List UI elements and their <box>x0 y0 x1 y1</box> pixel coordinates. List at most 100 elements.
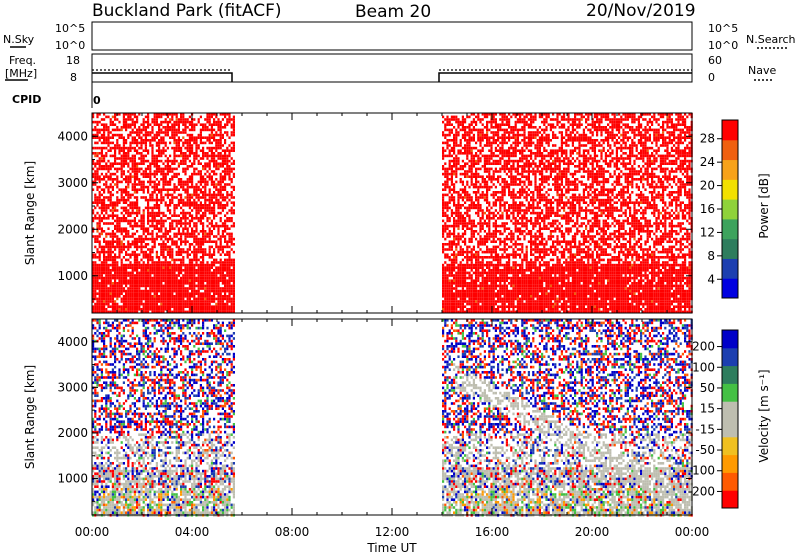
scatter-cell <box>186 274 189 277</box>
scatter-cell <box>169 141 172 145</box>
scatter-cell <box>486 279 489 282</box>
scatter-cell <box>171 243 174 246</box>
scatter-cell <box>206 170 209 173</box>
scatter-cell <box>217 250 220 254</box>
scatter-cell <box>450 258 453 262</box>
scatter-cell <box>442 152 445 155</box>
scatter-cell <box>140 162 143 165</box>
scatter-cell <box>111 178 114 181</box>
scatter-cell <box>501 256 504 259</box>
scatter-cell <box>221 305 224 308</box>
scatter-cell <box>188 248 191 251</box>
scatter-cell <box>173 128 176 132</box>
scatter-cell <box>186 263 189 267</box>
scatter-cell <box>204 180 207 184</box>
scatter-cell <box>486 185 489 189</box>
scatter-cell <box>122 276 125 280</box>
scatter-cell <box>224 237 227 241</box>
scatter-cell <box>118 274 121 277</box>
scatter-cell <box>193 193 196 197</box>
scatter-cell <box>453 191 456 194</box>
scatter-cell <box>182 128 185 132</box>
scatter-cell <box>230 258 233 262</box>
scatter-cell <box>197 188 200 191</box>
scatter-cell <box>488 154 491 158</box>
scatter-cell <box>217 300 220 303</box>
scatter-cell <box>202 235 205 238</box>
scatter-cell <box>459 152 462 155</box>
scatter-cell <box>103 146 106 150</box>
scatter-cell <box>477 204 480 207</box>
scatter-cell <box>151 159 154 163</box>
scatter-cell <box>164 237 167 241</box>
scatter-cell <box>169 211 172 215</box>
scatter-cell <box>213 204 216 207</box>
scatter-cell <box>450 287 453 290</box>
scatter-cell <box>147 253 150 256</box>
scatter-cell <box>136 152 139 155</box>
scatter-cell <box>446 292 449 295</box>
scatter-cell <box>144 144 147 147</box>
scatter-cell <box>162 269 165 272</box>
scatter-cell <box>158 113 161 116</box>
scatter-cell <box>169 183 172 186</box>
scatter-cell <box>486 170 489 173</box>
nsky-panel: N.Sky 10^5 10^0 10^5 10^0 N.Search <box>3 21 796 52</box>
scatter-cell <box>494 219 497 223</box>
scatter-cell <box>182 232 185 236</box>
scatter-cell <box>459 235 462 238</box>
scatter-cell <box>446 243 449 246</box>
scatter-cell <box>195 146 198 150</box>
scatter-cell <box>191 284 194 288</box>
scatter-cell <box>464 230 467 233</box>
scatter-cell <box>96 162 99 165</box>
scatter-cell <box>475 274 478 277</box>
scatter-cell <box>206 162 209 165</box>
scatter-cell <box>228 178 231 181</box>
scatter-cell <box>151 297 154 301</box>
scatter-cell <box>442 165 445 168</box>
scatter-cell <box>228 167 231 171</box>
scatter-cell <box>490 120 493 124</box>
scatter-cell <box>226 269 229 272</box>
scatter-cell <box>206 279 209 282</box>
scatter-cell <box>116 219 119 223</box>
scatter-cell <box>166 204 169 207</box>
scatter-cell <box>193 284 196 288</box>
scatter-cell <box>140 282 143 285</box>
scatter-cell <box>464 128 467 132</box>
scatter-cell <box>461 196 464 199</box>
scatter-cell <box>450 232 453 236</box>
scatter-cell <box>98 235 101 238</box>
scatter-cell <box>221 178 224 181</box>
scatter-cell <box>173 167 176 171</box>
scatter-cell <box>96 115 99 119</box>
scatter-cell <box>197 196 200 199</box>
scatter-cell <box>457 222 460 225</box>
scatter-cell <box>96 297 99 301</box>
scatter-cell <box>450 271 453 275</box>
scatter-cell <box>180 162 183 165</box>
scatter-cell <box>122 149 125 152</box>
scatter-cell <box>160 136 163 139</box>
scatter-cell <box>129 279 132 282</box>
scatter-cell <box>100 292 103 295</box>
scatter-cell <box>131 201 134 204</box>
scatter-cell <box>188 175 191 178</box>
scatter-cell <box>164 230 167 233</box>
scatter-cell <box>486 237 489 241</box>
scatter-cell <box>213 258 216 262</box>
scatter-cell <box>477 256 480 259</box>
scatter-cell <box>490 206 493 210</box>
scatter-cell <box>193 289 196 293</box>
scatter-cell <box>450 305 453 308</box>
scatter-cell <box>131 170 134 173</box>
scatter-cell <box>226 149 229 152</box>
scatter-cell <box>103 206 106 210</box>
scatter-cell <box>120 263 123 267</box>
scatter-cell <box>486 144 489 147</box>
scatter-cell <box>479 217 482 220</box>
scatter-cell <box>483 178 486 181</box>
scatter-cell <box>155 227 158 230</box>
scatter-cell <box>173 209 176 212</box>
